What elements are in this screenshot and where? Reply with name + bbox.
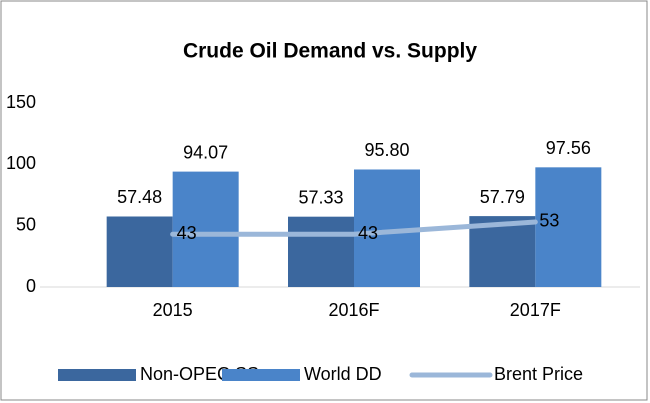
- legend-label: World DD: [304, 364, 382, 384]
- line: [170, 219, 538, 237]
- legend-label: Brent Price: [494, 364, 583, 384]
- bar: [106, 216, 173, 287]
- data-label: 43: [177, 223, 197, 243]
- y-tick-label: 50: [16, 214, 36, 234]
- data-label: 57.79: [480, 187, 525, 207]
- data-label: 57.33: [298, 187, 343, 207]
- data-label: 57.48: [117, 187, 162, 207]
- x-tick-label: 2017F: [510, 300, 561, 320]
- bar: [288, 216, 354, 287]
- legend-swatch: [58, 369, 136, 381]
- legend-swatch: [222, 369, 300, 381]
- x-tick-label: 2016F: [328, 300, 379, 320]
- data-label: 53: [539, 211, 559, 231]
- bar: [172, 171, 239, 287]
- data-label: 43: [358, 223, 378, 243]
- data-label: 95.80: [364, 140, 409, 160]
- y-tick-label: 100: [6, 153, 36, 173]
- bar: [535, 167, 602, 287]
- x-tick-label: 2015: [153, 300, 193, 320]
- y-tick-label: 0: [26, 276, 36, 296]
- y-tick-label: 150: [6, 92, 36, 112]
- chart-title: Crude Oil Demand vs. Supply: [183, 40, 477, 63]
- data-label: 97.56: [546, 138, 591, 158]
- data-label: 94.07: [183, 142, 228, 162]
